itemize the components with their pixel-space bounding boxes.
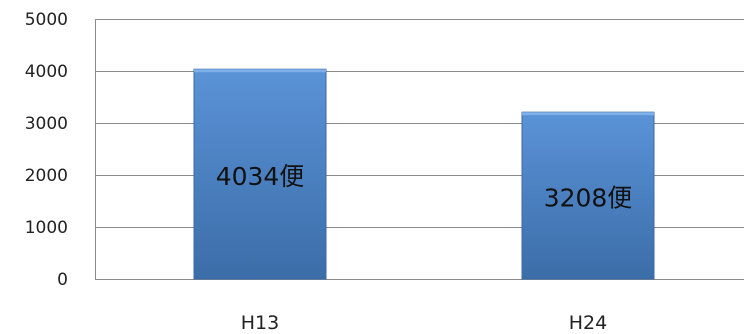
y-tick-label: 5000	[25, 10, 68, 30]
x-axis-categories: H13 H24	[241, 312, 607, 334]
bar-top-highlight	[194, 69, 326, 73]
y-tick-label: 2000	[25, 166, 68, 186]
data-labels: 4034便 3208便	[216, 162, 633, 212]
y-tick-label: 3000	[25, 114, 68, 134]
y-tick-label: 1000	[25, 218, 68, 238]
data-label-H13: 4034便	[216, 162, 305, 191]
bar-top-highlight	[522, 112, 654, 116]
y-tick-label: 0	[57, 270, 68, 290]
bar-H13	[193, 68, 327, 280]
bars	[193, 68, 655, 280]
x-category-label: H13	[241, 312, 279, 334]
y-axis-ticks: 0 1000 2000 3000 4000 5000	[25, 10, 68, 290]
data-label-H24: 3208便	[544, 184, 633, 213]
bar-H24	[521, 111, 655, 280]
x-category-label: H24	[569, 312, 607, 334]
y-tick-label: 4000	[25, 62, 68, 82]
